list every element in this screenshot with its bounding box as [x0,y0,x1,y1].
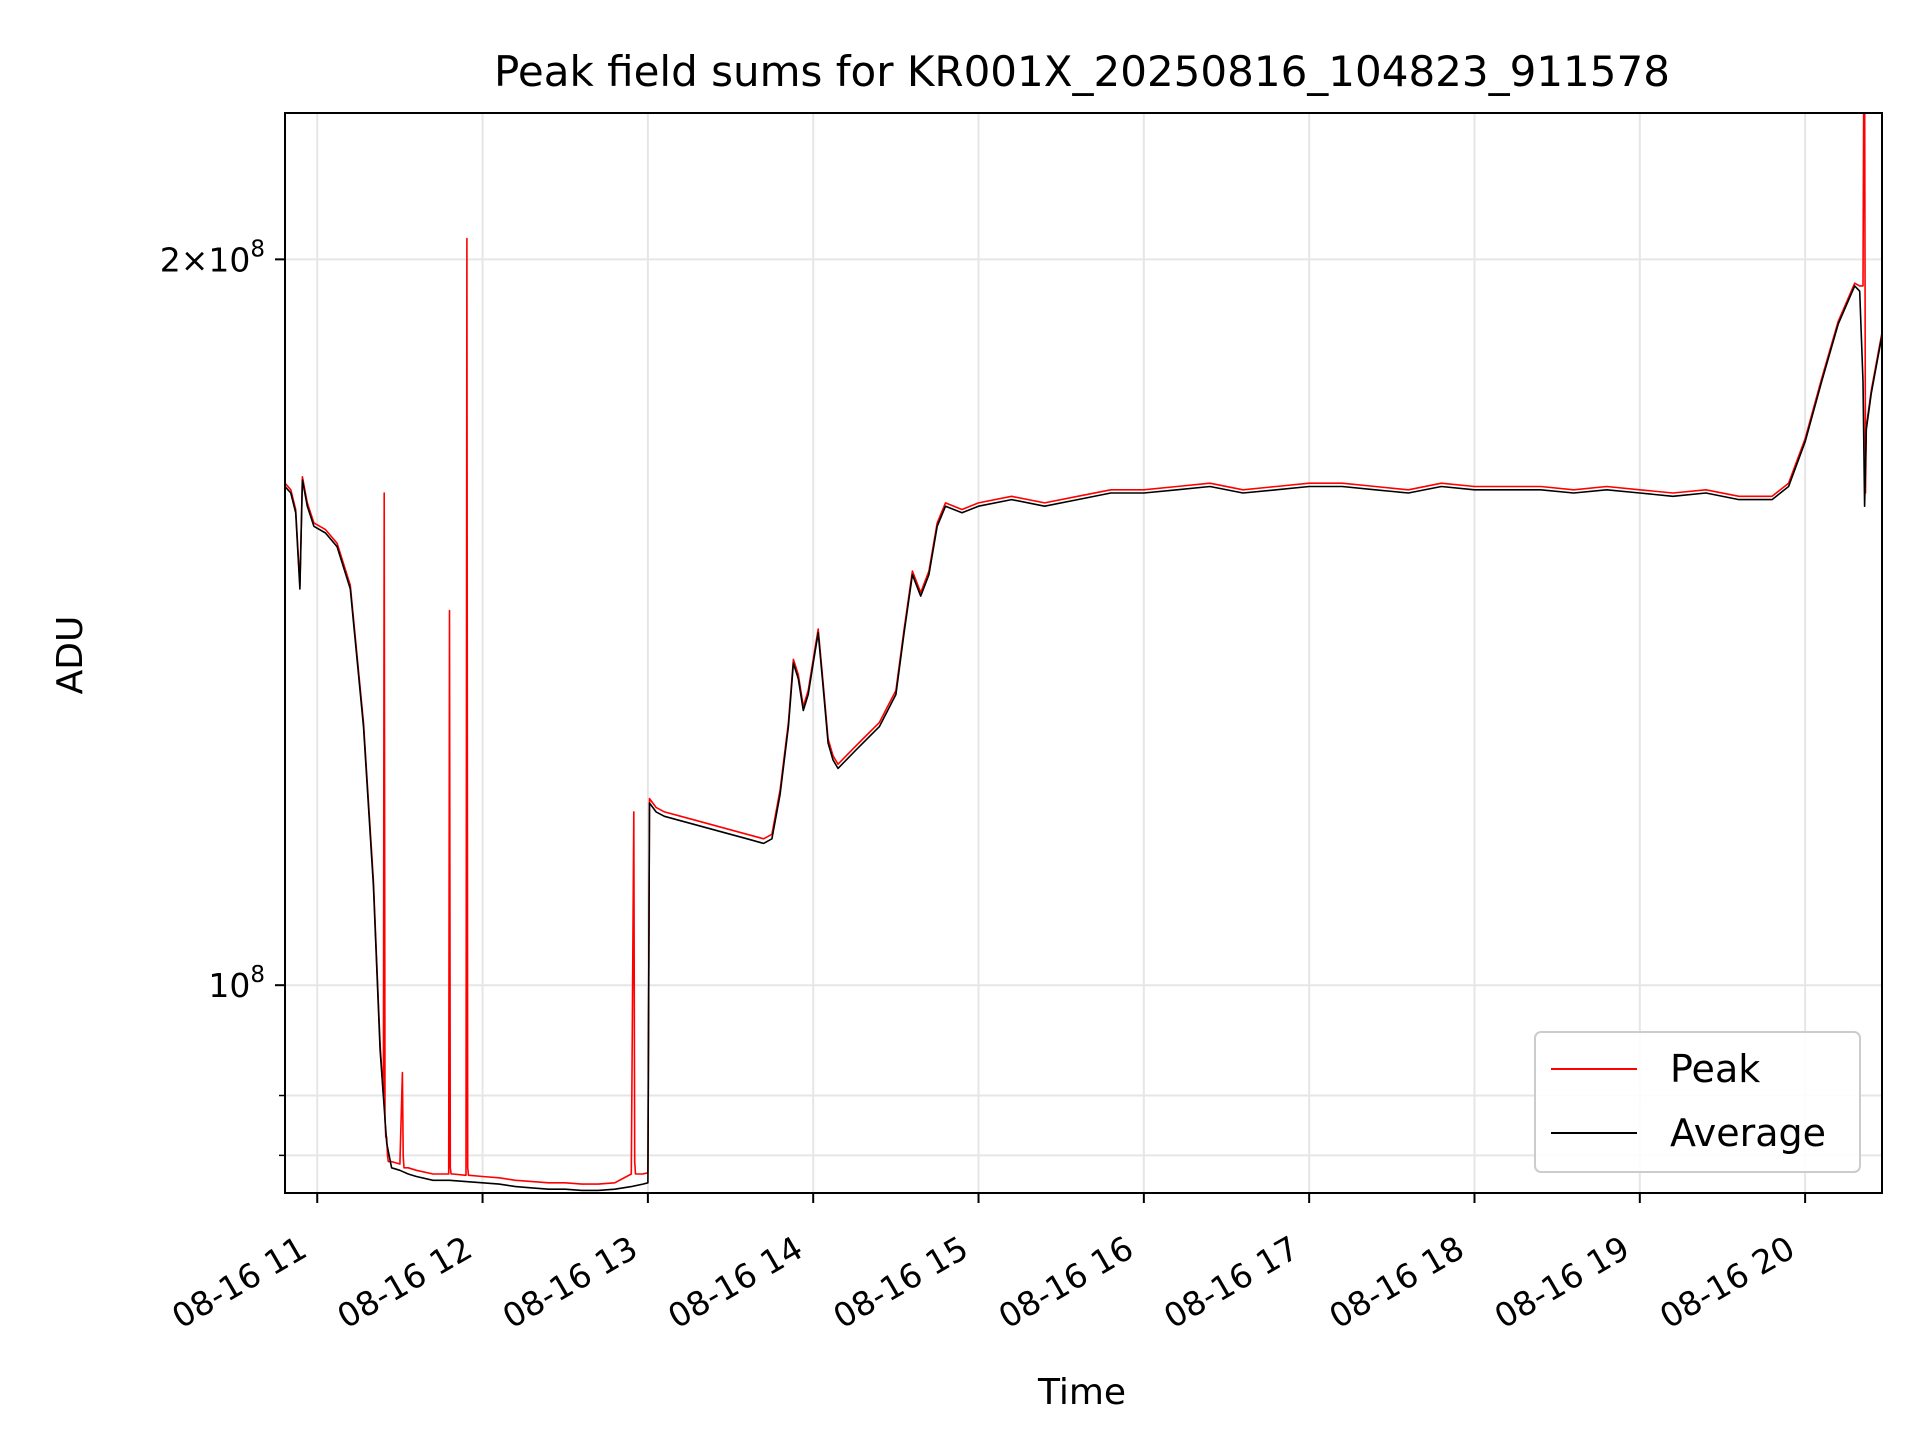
legend: Peak Average [1534,1031,1861,1173]
legend-label-average: Average [1670,1111,1826,1155]
legend-label-peak: Peak [1670,1047,1760,1091]
series-line-peak [285,113,1882,1185]
plot-frame [284,112,1883,1194]
legend-box [1534,1031,1861,1173]
y-tick-label: 2×108 [160,236,265,279]
y-axis: 108 2×108 [160,236,285,1157]
series-line-average [285,285,1882,1192]
x-axis-label: Time [1037,1372,1126,1413]
series-layer [285,113,1882,1192]
chart-title: Peak field sums for KR001X_20250816_1048… [494,47,1670,96]
y-tick-label: 108 [208,962,265,1005]
y-axis-label: ADU [50,616,91,695]
